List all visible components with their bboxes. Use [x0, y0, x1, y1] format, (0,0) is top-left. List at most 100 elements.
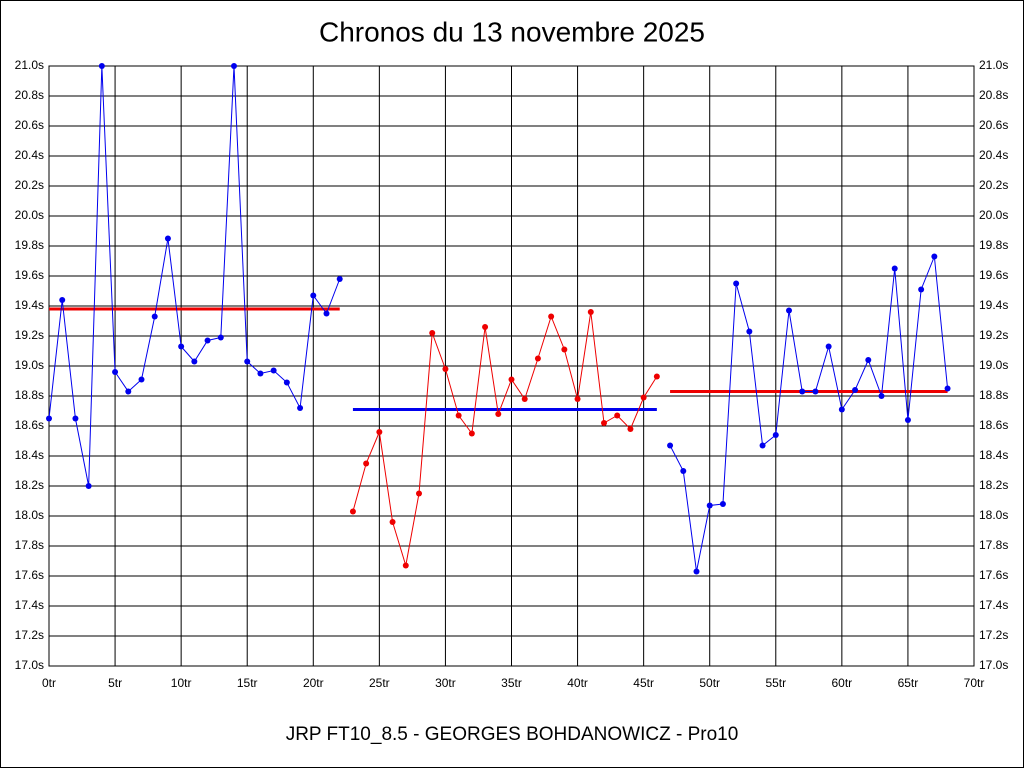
data-point	[601, 420, 607, 426]
y2-tick-label: 19.4s	[979, 298, 1008, 312]
data-point	[429, 330, 436, 336]
data-point	[852, 387, 859, 393]
y-tick-label: 21.0s	[15, 58, 44, 72]
data-point	[680, 468, 687, 474]
data-point	[442, 366, 449, 372]
y-tick-label: 17.0s	[15, 658, 44, 672]
y2-tick-label: 18.8s	[979, 388, 1008, 402]
data-point	[878, 393, 885, 399]
data-point	[98, 63, 105, 69]
data-point	[746, 328, 753, 335]
data-point	[468, 430, 475, 437]
data-point	[495, 411, 502, 417]
y-tick-label: 20.6s	[15, 118, 44, 132]
data-point	[838, 406, 845, 413]
x-tick-label: 55tr	[765, 676, 786, 690]
series-line	[669, 256, 949, 572]
data-point	[521, 396, 528, 402]
y2-tick-label: 19.6s	[979, 268, 1008, 282]
x-tick-label: 50tr	[699, 676, 720, 690]
data-point	[59, 297, 66, 303]
y-tick-label: 20.0s	[15, 208, 44, 222]
data-point	[336, 276, 343, 282]
y2-tick-label: 18.0s	[979, 508, 1008, 522]
x-tick-label: 5tr	[108, 676, 122, 690]
y-tick-label: 17.6s	[15, 568, 44, 582]
data-point	[640, 394, 647, 401]
x-tick-label: 60tr	[832, 676, 853, 690]
data-point	[825, 343, 832, 350]
data-point	[376, 429, 383, 435]
data-point	[455, 412, 462, 419]
data-point	[799, 388, 806, 395]
data-point	[349, 508, 356, 515]
data-point	[151, 313, 158, 320]
data-point	[733, 280, 740, 287]
data-point	[85, 483, 92, 489]
data-point	[283, 379, 290, 386]
x-tick-label: 15tr	[237, 676, 258, 690]
chart-title: Chronos du 13 novembre 2025	[319, 16, 705, 47]
y-tick-label: 19.2s	[15, 328, 44, 342]
data-point	[217, 334, 224, 341]
y2-tick-label: 20.2s	[979, 178, 1008, 192]
data-point	[46, 415, 52, 422]
x-tick-label: 65tr	[898, 676, 919, 690]
y-tick-label: 19.0s	[15, 358, 44, 372]
y-tick-label: 17.2s	[15, 628, 44, 642]
data-point	[178, 343, 185, 350]
chart-footer: JRP FT10_8.5 - GEORGES BOHDANOWICZ - Pro…	[286, 724, 739, 745]
y-tick-label: 20.8s	[15, 88, 44, 102]
data-point	[627, 426, 634, 432]
y2-tick-label: 20.6s	[979, 118, 1008, 132]
y2-tick-label: 17.8s	[979, 538, 1008, 552]
y-tick-label: 18.2s	[15, 478, 44, 492]
data-point	[574, 396, 581, 402]
x-tick-label: 45tr	[633, 676, 654, 690]
data-point	[257, 370, 264, 377]
x-tick-label: 35tr	[501, 676, 522, 690]
y2-tick-label: 19.8s	[979, 238, 1008, 252]
y2-tick-label: 18.2s	[979, 478, 1008, 492]
data-point	[310, 292, 317, 299]
x-tick-label: 0tr	[42, 676, 56, 690]
x-tick-label: 20tr	[303, 676, 324, 690]
data-point	[667, 442, 674, 449]
y-tick-label: 17.8s	[15, 538, 44, 552]
y-tick-label: 18.8s	[15, 388, 44, 402]
data-point	[587, 309, 594, 315]
y2-tick-label: 17.6s	[979, 568, 1008, 582]
y2-tick-label: 18.6s	[979, 418, 1008, 432]
data-point	[138, 376, 145, 383]
data-point	[125, 388, 132, 395]
y-tick-label: 17.4s	[15, 598, 44, 612]
x-tick-label: 30tr	[435, 676, 456, 690]
y2-tick-label: 21.0s	[979, 58, 1008, 72]
data-point	[786, 307, 792, 314]
y2-tick-label: 19.0s	[979, 358, 1008, 372]
data-point	[270, 367, 277, 374]
data-point	[706, 502, 713, 509]
data-point	[231, 63, 237, 69]
y2-tick-label: 17.4s	[979, 598, 1008, 612]
y-tick-label: 20.4s	[15, 148, 44, 162]
y-tick-label: 19.6s	[15, 268, 44, 282]
y-tick-label: 19.4s	[15, 298, 44, 312]
y2-tick-label: 17.0s	[979, 658, 1008, 672]
data-point	[363, 460, 370, 467]
data-point	[653, 373, 660, 380]
y2-tick-label: 17.2s	[979, 628, 1008, 642]
data-point	[693, 568, 700, 575]
data-point	[759, 442, 766, 449]
y-tick-label: 18.0s	[15, 508, 44, 522]
data-point	[416, 490, 422, 497]
y-tick-label: 18.4s	[15, 448, 44, 462]
data-point	[482, 324, 489, 330]
data-point	[548, 313, 555, 320]
data-point	[614, 412, 621, 419]
x-tick-label: 40tr	[567, 676, 588, 690]
data-point	[772, 432, 779, 438]
data-point	[561, 346, 568, 353]
y2-tick-label: 19.2s	[979, 328, 1008, 342]
y2-tick-label: 20.4s	[979, 148, 1008, 162]
